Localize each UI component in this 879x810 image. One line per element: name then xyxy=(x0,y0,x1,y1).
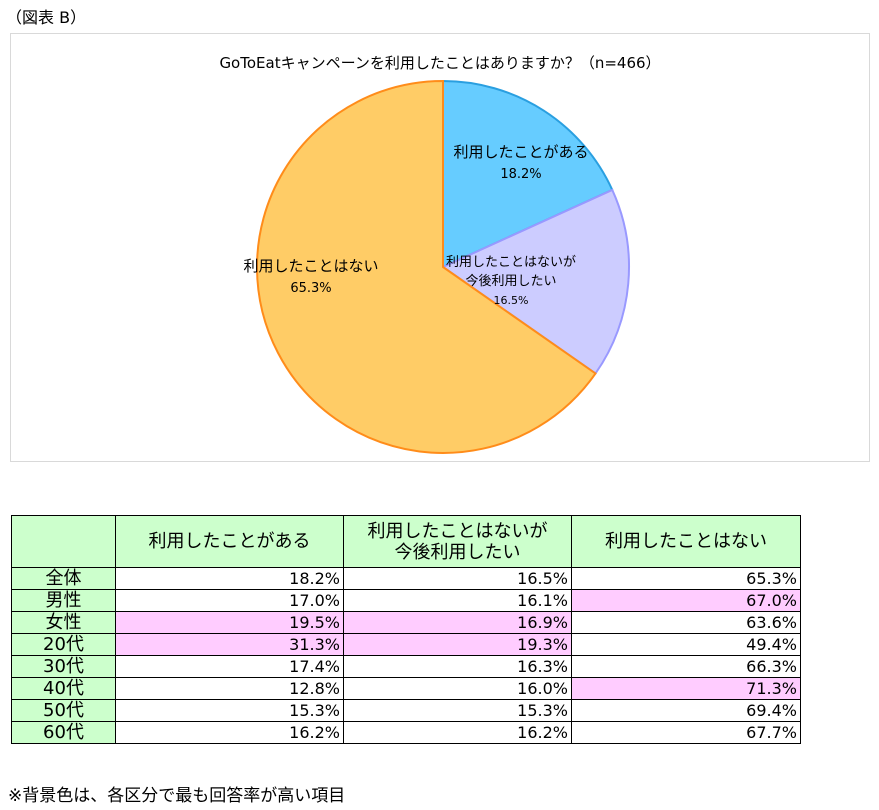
table-row: 全体 18.2% 16.5% 65.3% xyxy=(11,567,801,590)
header-not-used-want: 利用したことはないが 今後利用したい xyxy=(343,515,572,568)
footnote: ※背景色は、各区分で最も回答率が高い項目 xyxy=(8,786,346,806)
figure-label: （図表 B） xyxy=(6,8,87,27)
header-used: 利用したことがある xyxy=(115,515,344,568)
table-cell: 16.9% xyxy=(343,611,572,634)
table-cell: 16.3% xyxy=(343,655,572,678)
table-cell: 12.8% xyxy=(115,677,344,700)
table-cell: 65.3% xyxy=(571,567,801,590)
row-label: 50代 xyxy=(11,699,116,722)
table-cell: 67.0% xyxy=(571,589,801,612)
survey-table: 利用したことがある 利用したことはないが 今後利用したい 利用したことはない 全… xyxy=(11,515,801,744)
table-row: 40代 12.8% 16.0% 71.3% xyxy=(11,677,801,700)
table-row: 男性 17.0% 16.1% 67.0% xyxy=(11,589,801,612)
table-cell: 69.4% xyxy=(571,699,801,722)
row-label: 全体 xyxy=(11,567,116,590)
pie-slice xyxy=(256,79,597,454)
table-cell: 31.3% xyxy=(115,633,344,656)
table-row: 30代 17.4% 16.3% 66.3% xyxy=(11,655,801,678)
table-cell: 19.5% xyxy=(115,611,344,634)
row-label: 60代 xyxy=(11,721,116,744)
row-label: 30代 xyxy=(11,655,116,678)
table-cell: 63.6% xyxy=(571,611,801,634)
chart-title: GoToEatキャンペーンを利用したことはありますか？（n=466） xyxy=(219,54,661,72)
pie-chart-area: GoToEatキャンペーンを利用したことはありますか？（n=466） 利用したこ… xyxy=(10,33,870,462)
table-cell: 16.1% xyxy=(343,589,572,612)
table-cell: 71.3% xyxy=(571,677,801,700)
table-cell: 19.3% xyxy=(343,633,572,656)
table-cell: 49.4% xyxy=(571,633,801,656)
table-row: 20代 31.3% 19.3% 49.4% xyxy=(11,633,801,656)
table-cell: 18.2% xyxy=(115,567,344,590)
table-header-row: 利用したことがある 利用したことはないが 今後利用したい 利用したことはない xyxy=(11,515,801,568)
table-cell: 16.2% xyxy=(343,721,572,744)
table-cell: 17.0% xyxy=(115,589,344,612)
pie-slice-label: 利用したことはない 65.3% xyxy=(243,257,378,296)
table-cell: 17.4% xyxy=(115,655,344,678)
table-cell: 15.3% xyxy=(343,699,572,722)
table-corner-cell xyxy=(11,515,116,568)
pie-slice xyxy=(442,79,614,269)
table-row: 女性 19.5% 16.9% 63.6% xyxy=(11,611,801,634)
header-not-used: 利用したことはない xyxy=(571,515,801,568)
table-row: 60代 16.2% 16.2% 67.7% xyxy=(11,721,801,744)
table-cell: 16.0% xyxy=(343,677,572,700)
table-cell: 16.5% xyxy=(343,567,572,590)
row-label: 男性 xyxy=(11,589,116,612)
row-label: 20代 xyxy=(11,633,116,656)
pie-slice xyxy=(440,188,630,375)
row-label: 40代 xyxy=(11,677,116,700)
pie-chart: 利用したことがある 18.2% 利用したことはないが今後利用したい 16.5% 利用した… xyxy=(243,79,630,454)
table-cell: 66.3% xyxy=(571,655,801,678)
table-cell: 16.2% xyxy=(115,721,344,744)
pie-slice-label: 利用したことはないが今後利用したい 16.5% xyxy=(446,255,576,307)
table-row: 50代 15.3% 15.3% 69.4% xyxy=(11,699,801,722)
table-cell: 67.7% xyxy=(571,721,801,744)
row-label: 女性 xyxy=(11,611,116,634)
pie-slice-label: 利用したことがある 18.2% xyxy=(453,143,588,182)
table-cell: 15.3% xyxy=(115,699,344,722)
